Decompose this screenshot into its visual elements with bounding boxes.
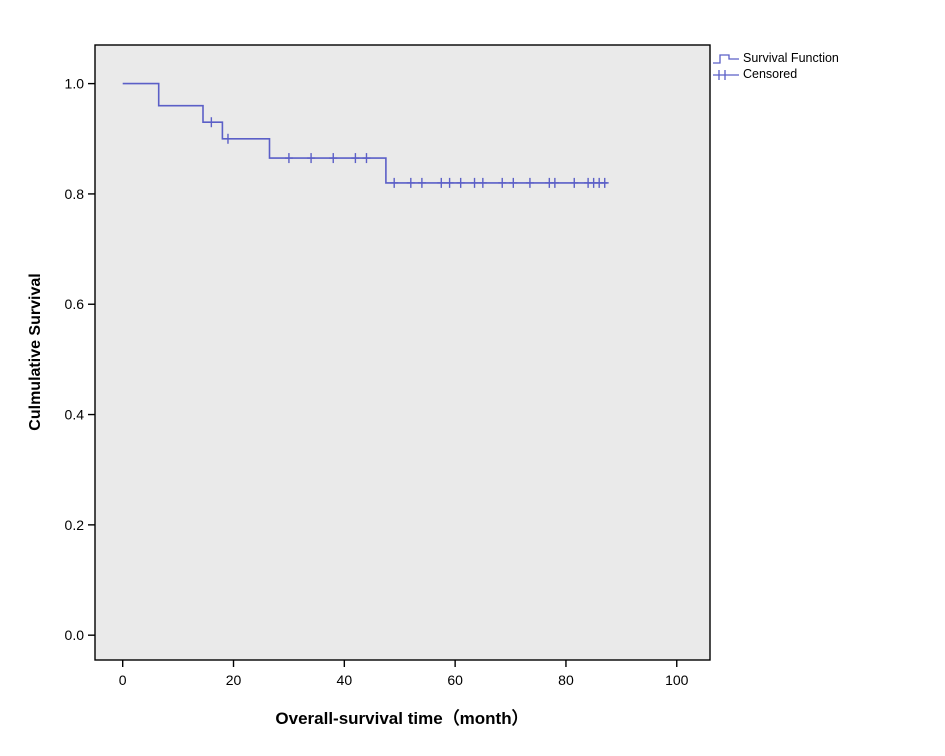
x-axis-title: Overall-survival time（month） [275, 709, 529, 728]
svg-text:40: 40 [337, 672, 353, 688]
legend-label-survival-function: Survival Function [743, 50, 839, 65]
svg-text:0.8: 0.8 [65, 186, 85, 202]
chart-legend: Survival Function Censored [712, 50, 839, 82]
y-axis-title: Culmulative Survival [27, 273, 44, 431]
plus-line-icon [713, 69, 739, 80]
svg-text:0.4: 0.4 [65, 407, 85, 423]
legend-label-censored: Censored [743, 66, 798, 81]
svg-text:0.6: 0.6 [65, 296, 85, 312]
step-line-icon [713, 53, 739, 64]
svg-text:100: 100 [665, 672, 689, 688]
svg-text:80: 80 [558, 672, 574, 688]
legend-item-survival-function: Survival Function [712, 50, 839, 66]
svg-text:0: 0 [119, 672, 127, 688]
svg-text:1.0: 1.0 [65, 76, 85, 92]
legend-item-censored: Censored [712, 66, 839, 82]
svg-text:20: 20 [226, 672, 242, 688]
svg-text:0.0: 0.0 [65, 627, 85, 643]
svg-text:0.2: 0.2 [65, 517, 85, 533]
svg-text:60: 60 [447, 672, 463, 688]
